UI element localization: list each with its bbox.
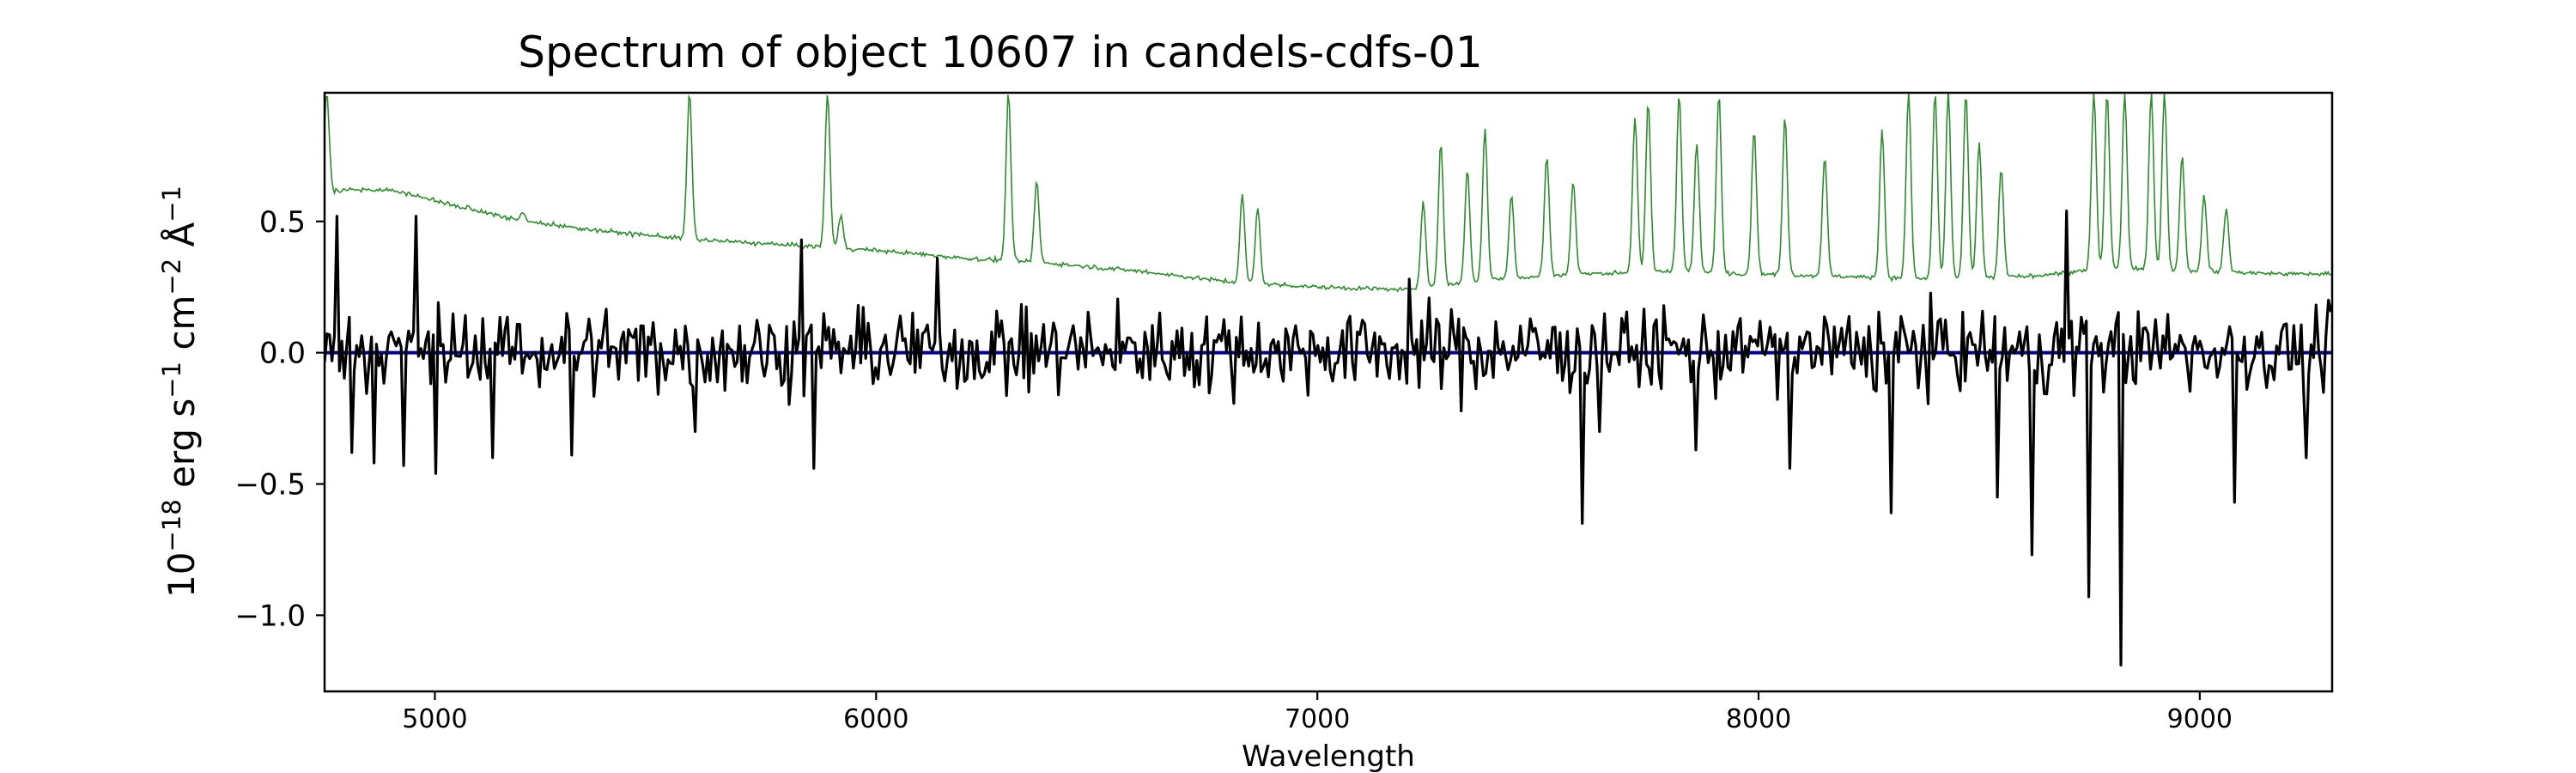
y-tick-label: 0.0 (259, 337, 306, 371)
y-label-superscript: −18 (157, 499, 186, 551)
chart-title: Spectrum of object 10607 in candels-cdfs… (518, 27, 1483, 77)
x-tick-label: 6000 (843, 704, 908, 734)
y-label-text: Å (160, 222, 203, 259)
plot-frame (323, 91, 2334, 693)
y-label-superscript: −1 (157, 186, 186, 222)
x-tick-label: 9000 (2167, 704, 2233, 734)
spectrum-flux-line (325, 210, 2332, 667)
y-label-text: erg s (161, 399, 203, 500)
x-tick-label: 8000 (1726, 704, 1791, 734)
plot-area (323, 91, 2334, 693)
y-axis-label: 10−18 erg s−1 cm−2 Å−1 (157, 186, 203, 598)
x-axis-label: Wavelength (1242, 740, 1415, 773)
y-label-superscript: −1 (157, 362, 186, 399)
y-tick-label: −0.5 (234, 467, 306, 502)
y-axis: 0.5 0.0 −0.5 −1.0 (234, 205, 325, 633)
x-tick-label: 5000 (402, 704, 467, 734)
y-label-text: cm (161, 295, 203, 362)
y-label-text: 10 (161, 552, 203, 598)
y-tick-label: 0.5 (259, 205, 306, 240)
x-axis: 5000 6000 7000 8000 9000 (402, 691, 2233, 734)
sky-noise-line (325, 93, 2331, 293)
y-tick-label: −1.0 (234, 599, 306, 633)
y-label-superscript: −2 (157, 259, 186, 295)
spectrum-flux-layer (325, 210, 2332, 667)
sky-noise-layer (325, 93, 2331, 293)
x-tick-label: 7000 (1285, 704, 1350, 734)
